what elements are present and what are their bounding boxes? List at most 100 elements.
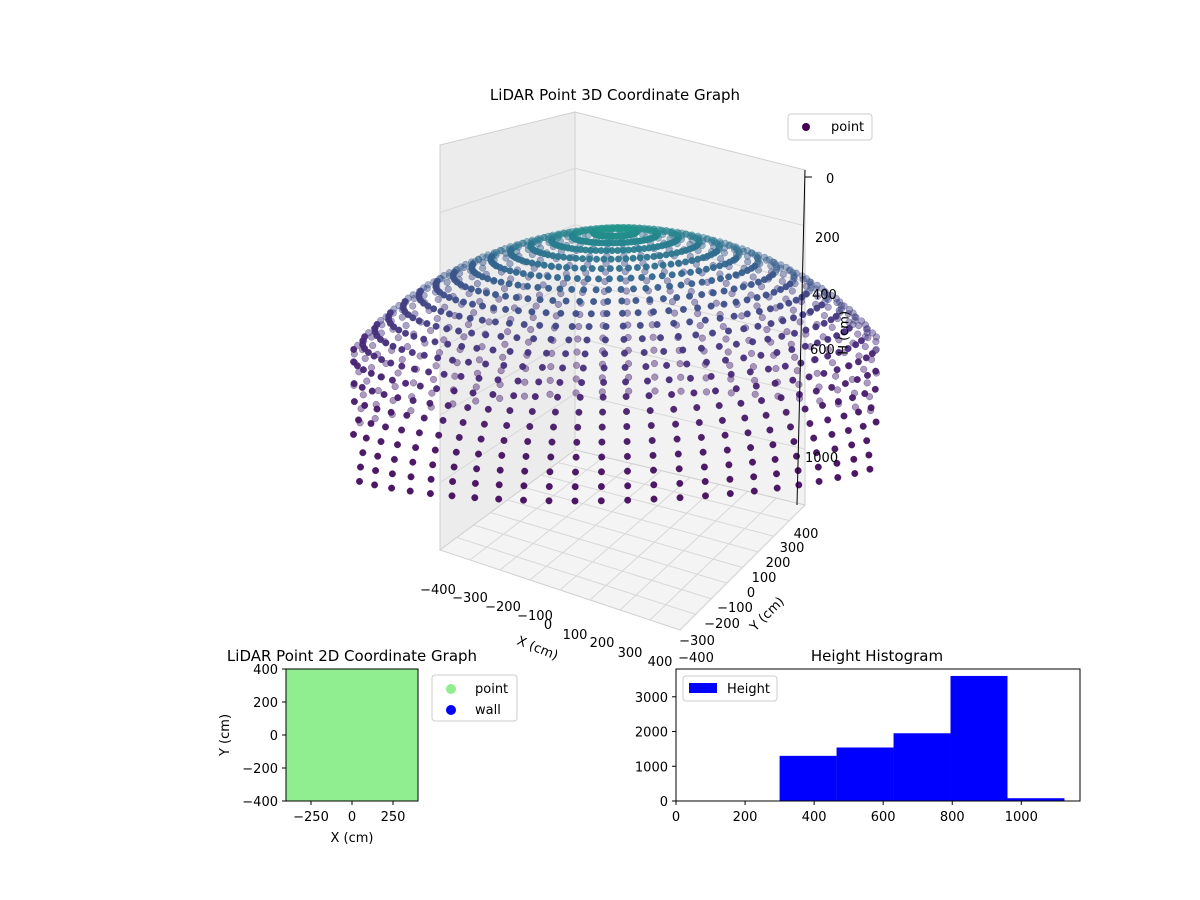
point-3d <box>632 296 640 305</box>
point-3d <box>698 334 706 342</box>
point-3d <box>433 385 441 393</box>
point-3d <box>824 416 832 424</box>
point-3d <box>781 362 789 370</box>
legend-2d: point wall <box>431 674 518 722</box>
point-3d <box>806 419 814 428</box>
hist-legend-box <box>682 675 778 702</box>
point-3d <box>471 479 479 487</box>
point-3d <box>524 437 532 446</box>
point-3d <box>408 348 416 357</box>
point-3d <box>491 291 500 299</box>
point-3d <box>650 252 658 261</box>
point-3d <box>466 314 474 322</box>
point-3d <box>583 336 591 344</box>
point-3d <box>398 356 406 364</box>
point-3d <box>448 356 457 364</box>
point-3d <box>451 372 459 380</box>
point-3d <box>827 316 835 324</box>
point-3d <box>820 312 828 320</box>
point-3d <box>688 257 696 265</box>
point-3d <box>545 497 553 505</box>
z3-tick-2: 400 <box>812 288 837 303</box>
point-3d <box>459 298 468 306</box>
point-3d <box>702 358 711 366</box>
point-3d <box>571 483 579 491</box>
point-3d <box>554 300 562 308</box>
point-3d <box>578 379 586 387</box>
point-3d <box>584 275 592 283</box>
point-3d <box>862 354 870 362</box>
point-3d <box>650 346 658 354</box>
point-3d <box>646 407 654 415</box>
point-3d <box>608 225 616 233</box>
z3-axis-line <box>796 169 806 506</box>
point-3d <box>531 393 539 401</box>
point-3d <box>638 273 646 282</box>
point-3d <box>491 318 499 326</box>
point-3d <box>485 318 493 326</box>
point-3d <box>828 430 836 438</box>
y3-tick-1: −300 <box>679 634 715 649</box>
point-3d <box>777 286 785 294</box>
point-3d <box>565 336 573 344</box>
point-3d <box>859 422 867 430</box>
point-3d <box>427 327 435 335</box>
point-3d <box>452 296 460 304</box>
point-3d <box>732 340 740 348</box>
point-3d <box>502 305 510 313</box>
point-3d <box>749 338 757 346</box>
point-3d <box>452 448 460 456</box>
point-3d <box>464 358 473 366</box>
point-3d <box>549 423 558 431</box>
point-3d <box>579 264 587 272</box>
point-3d <box>674 332 682 340</box>
x2-tick-0: −250 <box>293 810 329 825</box>
point-3d <box>642 284 650 292</box>
point-3d <box>428 389 436 397</box>
point-3d <box>643 253 651 261</box>
point-3d <box>600 255 608 263</box>
hist-x-axis: 0 200 400 600 800 1000 <box>672 801 1038 825</box>
point-3d <box>398 313 406 321</box>
point-3d <box>449 477 457 486</box>
point-3d <box>479 264 487 272</box>
point-3d <box>388 470 396 478</box>
point-3d <box>668 298 677 306</box>
point-3d <box>576 297 584 305</box>
point-3d <box>444 340 452 348</box>
legend-3d: point <box>787 113 873 141</box>
point-3d <box>389 342 397 350</box>
point-3d <box>500 361 508 369</box>
plot-histogram: Height Histogram 0 200 400 600 800 1000 0 1000… <box>635 647 1081 825</box>
point-3d <box>833 332 841 340</box>
y3-tick-2: −200 <box>704 617 740 632</box>
point-3d <box>398 362 406 370</box>
point-3d <box>648 436 656 445</box>
y2-tick-2: 0 <box>270 729 278 744</box>
point-3d <box>479 253 487 261</box>
point-3d <box>812 449 821 457</box>
point-3d <box>814 463 822 471</box>
point-3d <box>402 379 410 387</box>
point-3d <box>571 497 579 505</box>
point-3d <box>369 342 377 350</box>
point-3d <box>807 307 815 316</box>
point-3d <box>848 441 856 449</box>
point-3d <box>782 263 790 271</box>
point-3d <box>551 408 559 416</box>
point-3d <box>651 373 659 381</box>
point-3d <box>524 348 532 357</box>
point-3d <box>772 365 780 373</box>
point-3d <box>649 466 658 474</box>
x2-tick-1: 0 <box>348 810 356 825</box>
point-3d <box>813 339 821 347</box>
z3-tick-3: 600 <box>810 343 835 358</box>
point-3d <box>477 435 485 443</box>
pane-floor <box>438 449 806 631</box>
point-3d <box>373 405 381 413</box>
point-3d <box>665 376 673 384</box>
point-3d <box>754 278 762 286</box>
legend-3d-marker <box>802 123 810 131</box>
point-3d <box>542 309 550 317</box>
point-3d <box>850 455 858 463</box>
